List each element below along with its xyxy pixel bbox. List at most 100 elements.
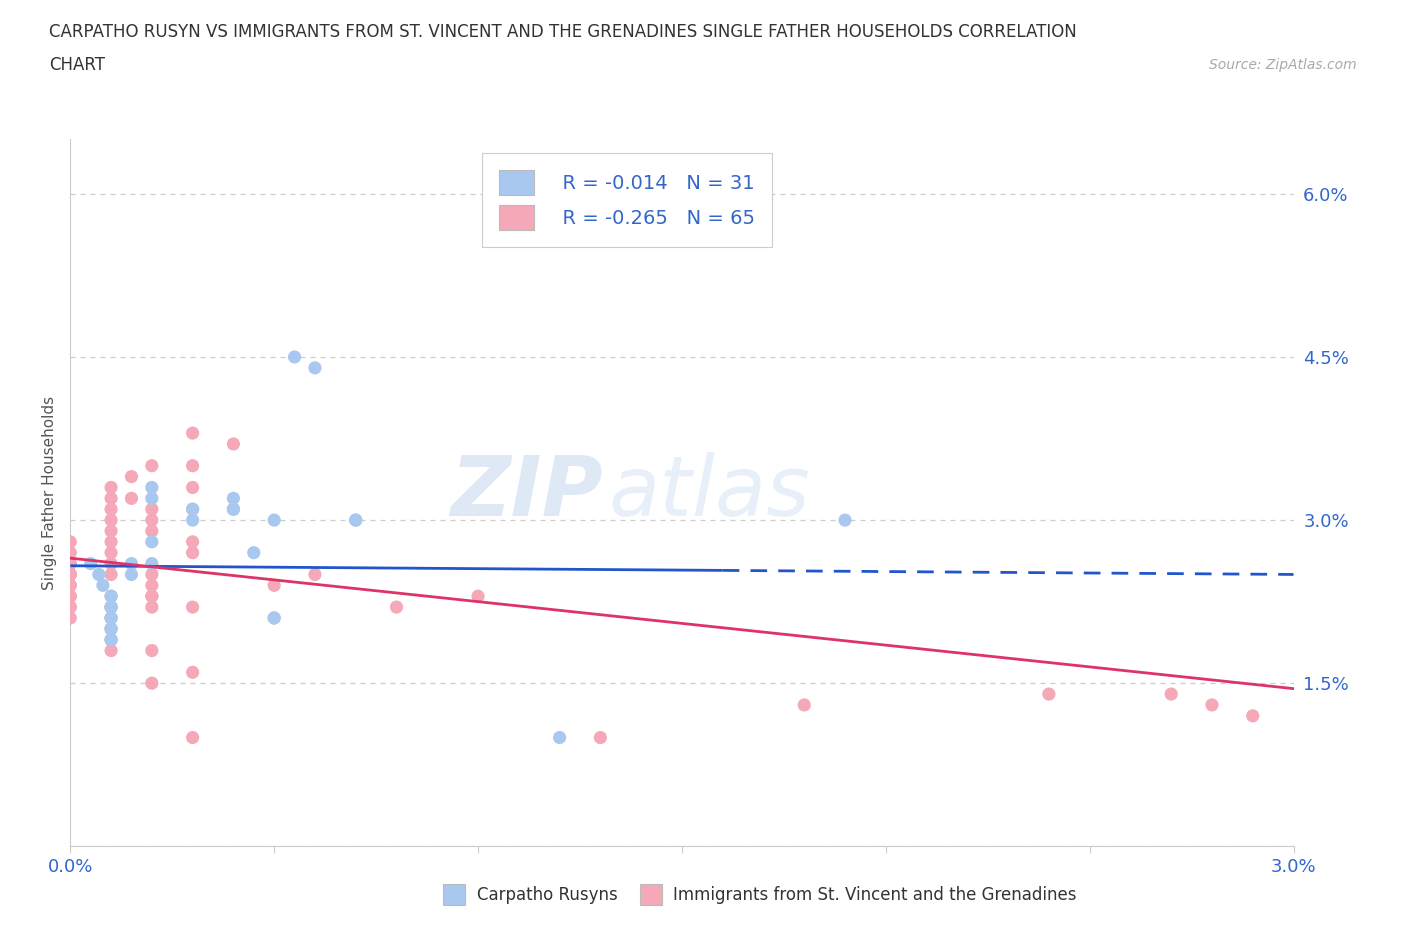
Point — [181, 458, 204, 473]
Point — [141, 535, 163, 550]
Point — [121, 491, 143, 506]
Point — [263, 610, 285, 625]
Point — [59, 567, 82, 582]
Point — [141, 589, 163, 604]
Point — [100, 480, 122, 495]
Point — [181, 512, 204, 527]
Point — [87, 567, 110, 582]
Point — [100, 632, 122, 647]
Point — [100, 644, 122, 658]
Point — [141, 524, 163, 538]
Point — [1201, 698, 1223, 712]
Point — [100, 589, 122, 604]
Point — [467, 589, 489, 604]
Point — [589, 730, 612, 745]
Point — [141, 644, 163, 658]
Point — [100, 600, 122, 615]
Point — [181, 535, 204, 550]
Text: Source: ZipAtlas.com: Source: ZipAtlas.com — [1209, 58, 1357, 72]
Point — [141, 600, 163, 615]
Point — [181, 545, 204, 560]
Legend:   R = -0.014   N = 31,   R = -0.265   N = 65: R = -0.014 N = 31, R = -0.265 N = 65 — [482, 153, 772, 247]
Point — [59, 600, 82, 615]
Text: ZIP: ZIP — [450, 452, 602, 534]
Point — [121, 469, 143, 484]
Point — [263, 578, 285, 592]
Point — [141, 480, 163, 495]
Point — [181, 426, 204, 441]
Point — [344, 512, 367, 527]
Text: Carpatho Rusyns: Carpatho Rusyns — [477, 885, 617, 904]
Point — [59, 578, 82, 592]
Point — [181, 502, 204, 517]
Point — [263, 512, 285, 527]
Point — [100, 512, 122, 527]
Text: atlas: atlas — [609, 452, 810, 534]
Point — [121, 567, 143, 582]
Point — [834, 512, 856, 527]
Point — [141, 458, 163, 473]
Point — [222, 436, 245, 451]
Point — [100, 600, 122, 615]
Point — [59, 589, 82, 604]
Point — [100, 491, 122, 506]
Point — [100, 632, 122, 647]
Point — [1160, 686, 1182, 701]
Point — [100, 610, 122, 625]
Point — [100, 610, 122, 625]
Point — [59, 578, 82, 592]
Point — [141, 567, 163, 582]
Point — [100, 600, 122, 615]
Point — [80, 556, 103, 571]
Point — [181, 730, 204, 745]
Point — [100, 535, 122, 550]
Point — [121, 556, 143, 571]
Point — [100, 610, 122, 625]
Point — [141, 512, 163, 527]
Point — [344, 512, 367, 527]
Point — [100, 621, 122, 636]
Text: CHART: CHART — [49, 56, 105, 73]
Point — [100, 524, 122, 538]
Point — [181, 600, 204, 615]
Point — [100, 556, 122, 571]
Text: CARPATHO RUSYN VS IMMIGRANTS FROM ST. VINCENT AND THE GRENADINES SINGLE FATHER H: CARPATHO RUSYN VS IMMIGRANTS FROM ST. VI… — [49, 23, 1077, 41]
Point — [141, 491, 163, 506]
Point — [100, 502, 122, 517]
Point — [100, 589, 122, 604]
Point — [59, 535, 82, 550]
Point — [59, 567, 82, 582]
Point — [59, 600, 82, 615]
Point — [181, 502, 204, 517]
Point — [181, 665, 204, 680]
Point — [141, 502, 163, 517]
Point — [59, 589, 82, 604]
Point — [141, 589, 163, 604]
Point — [141, 676, 163, 691]
Point — [1038, 686, 1060, 701]
Point — [100, 600, 122, 615]
Y-axis label: Single Father Households: Single Father Households — [42, 396, 58, 590]
Point — [222, 502, 245, 517]
Text: Immigrants from St. Vincent and the Grenadines: Immigrants from St. Vincent and the Gren… — [673, 885, 1077, 904]
Point — [243, 545, 266, 560]
Point — [284, 350, 307, 365]
Point — [385, 600, 408, 615]
Point — [141, 556, 163, 571]
Point — [59, 567, 82, 582]
Point — [59, 545, 82, 560]
Point — [141, 578, 163, 592]
Point — [222, 502, 245, 517]
Point — [100, 545, 122, 560]
Point — [1241, 709, 1264, 724]
Point — [181, 480, 204, 495]
Point — [100, 621, 122, 636]
Point — [91, 578, 114, 592]
Point — [59, 556, 82, 571]
Point — [304, 567, 326, 582]
Point — [100, 632, 122, 647]
Point — [263, 610, 285, 625]
Point — [59, 556, 82, 571]
Point — [59, 610, 82, 625]
Point — [793, 698, 815, 712]
